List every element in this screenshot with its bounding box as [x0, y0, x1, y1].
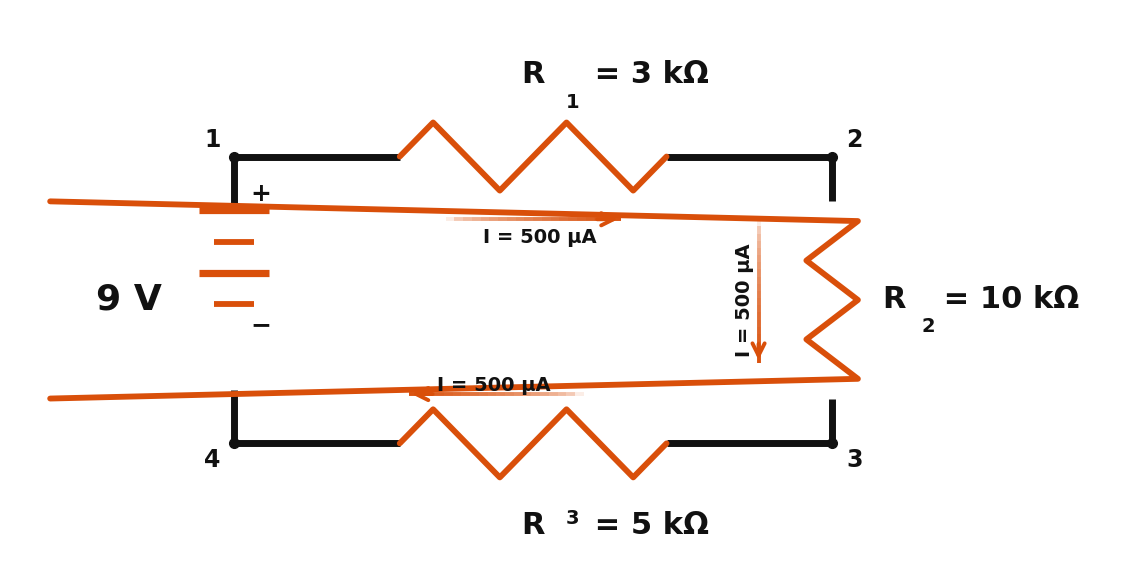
Text: = 3 kΩ: = 3 kΩ [584, 60, 708, 89]
Text: R: R [521, 511, 545, 540]
Text: I = 500 μA: I = 500 μA [735, 243, 754, 357]
Text: −: − [251, 313, 271, 337]
Text: 3: 3 [846, 448, 862, 472]
Text: 9 V: 9 V [96, 283, 163, 317]
Text: = 10 kΩ: = 10 kΩ [934, 285, 1080, 315]
Text: 4: 4 [204, 448, 221, 472]
Text: R: R [521, 60, 545, 89]
Text: = 5 kΩ: = 5 kΩ [584, 511, 708, 540]
Text: R: R [882, 285, 906, 315]
Text: I = 500 μA: I = 500 μA [482, 228, 596, 247]
Text: 1: 1 [204, 128, 221, 152]
Text: 1: 1 [565, 93, 578, 112]
Text: I = 500 μA: I = 500 μA [436, 376, 550, 395]
Text: +: + [251, 182, 271, 206]
Text: 2: 2 [921, 317, 935, 336]
Text: 2: 2 [846, 128, 862, 152]
Text: 3: 3 [565, 509, 578, 528]
